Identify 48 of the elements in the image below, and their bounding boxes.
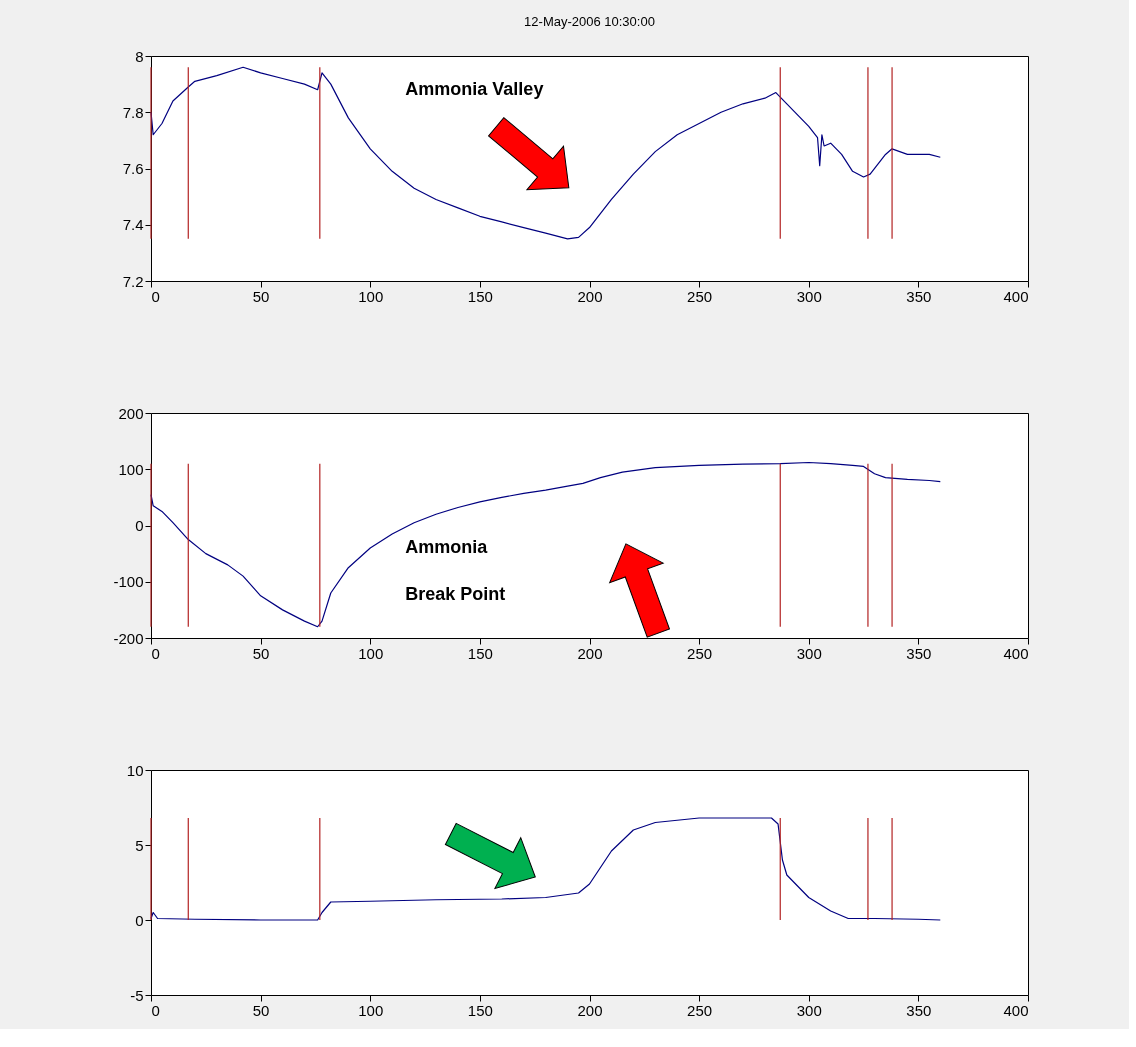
annotation: Ammonia	[405, 537, 489, 557]
y-tick-label: 100	[118, 460, 144, 478]
x-tick-label: 300	[796, 1001, 822, 1019]
y-tick-label: 7.2	[122, 272, 144, 290]
x-tick-label: 150	[467, 1001, 493, 1019]
x-tick-label: 50	[252, 644, 270, 662]
x-tick-label: 50	[252, 1001, 270, 1019]
x-tick-label: 100	[358, 1001, 384, 1019]
x-tick-label: 400	[1003, 1001, 1029, 1019]
x-tick-label: 350	[906, 1001, 932, 1019]
y-tick-label: 7.8	[122, 103, 144, 121]
x-tick-label: 200	[577, 644, 603, 662]
y-tick-label: 7.6	[122, 160, 144, 177]
x-tick-label: 250	[687, 1001, 713, 1019]
y-tick-label: 7.4	[122, 216, 144, 234]
y-tick-label: -5	[130, 986, 144, 1004]
x-tick-label: 100	[358, 287, 384, 305]
y-tick-label: 0	[135, 517, 144, 534]
x-tick-label: 50	[252, 287, 270, 305]
x-tick-label: 250	[687, 287, 713, 305]
x-tick-label: 400	[1003, 287, 1029, 305]
y-tick-label: 0	[135, 911, 144, 929]
x-tick-label: 350	[906, 287, 932, 305]
y-tick-label: 200	[118, 404, 144, 422]
x-tick-label: 150	[467, 644, 493, 662]
annotation: Break Point	[405, 584, 506, 605]
y-tick-label: 10	[126, 761, 144, 779]
line-series	[150, 817, 941, 921]
y-tick-label: -200	[113, 629, 144, 647]
x-tick-label: 400	[1003, 644, 1029, 662]
annotation: Ammonia Valley	[405, 78, 544, 99]
x-tick-label: 100	[358, 644, 384, 662]
x-tick-label: 200	[577, 1001, 603, 1019]
y-tick-label: 5	[135, 836, 144, 854]
x-tick-label: 150	[467, 287, 493, 305]
x-tick-label: 250	[687, 644, 713, 662]
x-tick-label: 200	[577, 287, 603, 305]
line-series	[150, 461, 941, 628]
x-tick-label: 300	[796, 644, 822, 662]
x-tick-label: 0	[151, 1001, 160, 1019]
chart-title: 12-May-2006 10:30:00	[524, 14, 655, 29]
x-tick-label: 350	[906, 644, 932, 662]
x-tick-label: 0	[151, 287, 160, 305]
line-series	[150, 66, 941, 240]
x-tick-label: 0	[151, 644, 160, 662]
y-tick-label: -100	[113, 573, 144, 591]
x-tick-label: 300	[796, 287, 822, 305]
y-tick-label: 8	[135, 47, 144, 65]
